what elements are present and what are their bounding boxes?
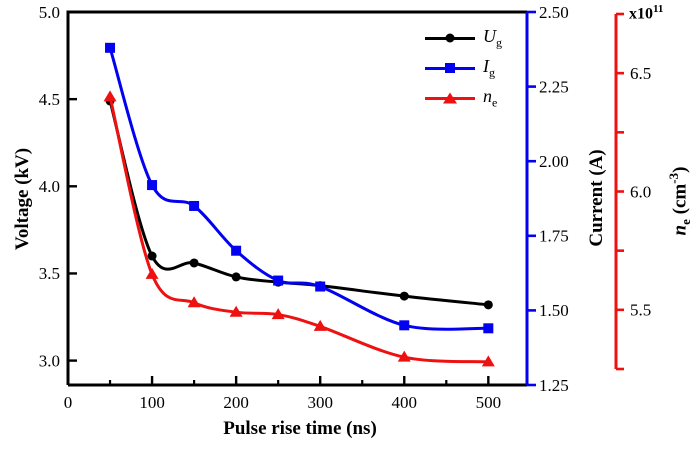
x-tick-label: 400 <box>392 393 418 412</box>
x-tick-label: 100 <box>139 393 165 412</box>
density-subscript: e <box>678 219 694 225</box>
legend-item-Ig: Ig <box>425 53 502 83</box>
multiplier-exp: 11 <box>653 3 664 15</box>
density-symbol: n <box>669 224 691 236</box>
density-exponent: -3 <box>665 172 681 184</box>
legend-item-Ug: Ug <box>425 23 502 53</box>
legend-symbol-Ug: U <box>483 25 496 46</box>
current-tick-label: 1.25 <box>539 376 569 395</box>
series-Ug-point <box>231 272 241 282</box>
voltage-tick-label: 4.0 <box>39 177 60 196</box>
series-ne-point <box>145 267 159 279</box>
x-tick-label: 300 <box>307 393 333 412</box>
legend-sample-Ug <box>425 32 475 44</box>
legend: Ug Ig ne <box>425 23 502 113</box>
density-units-open: (cm <box>669 183 691 220</box>
current-tick-label: 1.75 <box>539 227 569 246</box>
legend-label-ne: ne <box>483 86 497 111</box>
voltage-tick-label: 3.0 <box>39 351 60 370</box>
voltage-tick-label: 3.5 <box>39 264 60 283</box>
square-marker-icon <box>445 63 455 73</box>
circle-marker-icon <box>445 33 455 43</box>
series-Ig-point <box>315 281 326 292</box>
legend-sub-ne: e <box>492 95 498 110</box>
legend-sub-Ig: g <box>489 65 495 80</box>
series-Ig-point <box>189 200 200 211</box>
voltage-tick-label: 5.0 <box>39 3 60 22</box>
legend-sample-ne <box>425 92 475 104</box>
legend-label-Ug: Ug <box>483 26 502 51</box>
density-units-close: ) <box>669 166 691 173</box>
density-tick-label: 6.5 <box>630 64 651 83</box>
series-ne-point <box>481 355 495 367</box>
density-axis-label: ne (cm-3) <box>666 167 694 236</box>
series-ne-point <box>187 296 201 308</box>
legend-item-ne: ne <box>425 83 502 113</box>
series-Ig-point <box>399 320 410 331</box>
density-tick-label: 6.0 <box>630 182 651 201</box>
voltage-tick-label: 4.5 <box>39 90 60 109</box>
series-Ig-point <box>105 42 116 53</box>
legend-sub-Ug: g <box>496 35 502 50</box>
legend-sample-Ig <box>425 62 475 74</box>
series-ne-point <box>397 350 411 362</box>
series-ne-point <box>103 90 117 102</box>
x-tick-label: 200 <box>223 393 249 412</box>
density-axis-multiplier: x1011 <box>629 3 663 23</box>
series-Ug-point <box>483 300 493 310</box>
triangle-marker-icon <box>443 92 457 104</box>
density-tick-label: 5.5 <box>630 301 651 320</box>
legend-label-Ig: Ig <box>483 56 495 81</box>
series-Ug-point <box>147 251 157 261</box>
series-ne-point <box>229 305 243 317</box>
x-tick-label: 500 <box>476 393 502 412</box>
legend-symbol-Ig: I <box>483 55 489 76</box>
series-Ig-point <box>483 323 494 334</box>
series-Ug-curve <box>108 99 490 307</box>
series-ne-point <box>313 319 327 331</box>
series-ne-curve <box>108 95 490 364</box>
series-Ug-point <box>189 258 199 268</box>
x-axis-label: Pulse rise time (ns) <box>223 418 377 439</box>
voltage-axis-label: Voltage (kV) <box>12 147 33 251</box>
current-axis-label: Current (A) <box>586 149 607 247</box>
series-Ig-point <box>273 275 284 286</box>
current-tick-label: 2.25 <box>539 77 569 96</box>
series-Ig-point <box>231 245 242 256</box>
series-ne-point <box>271 308 285 320</box>
legend-symbol-ne: n <box>483 85 492 106</box>
multiplier-base: x10 <box>629 5 653 23</box>
x-tick-label: 0 <box>64 393 73 412</box>
series-Ig-point <box>147 180 158 191</box>
current-tick-label: 1.50 <box>539 301 569 320</box>
current-tick-label: 2.50 <box>539 3 569 22</box>
series-Ug-point <box>399 291 409 301</box>
current-tick-label: 2.00 <box>539 152 569 171</box>
